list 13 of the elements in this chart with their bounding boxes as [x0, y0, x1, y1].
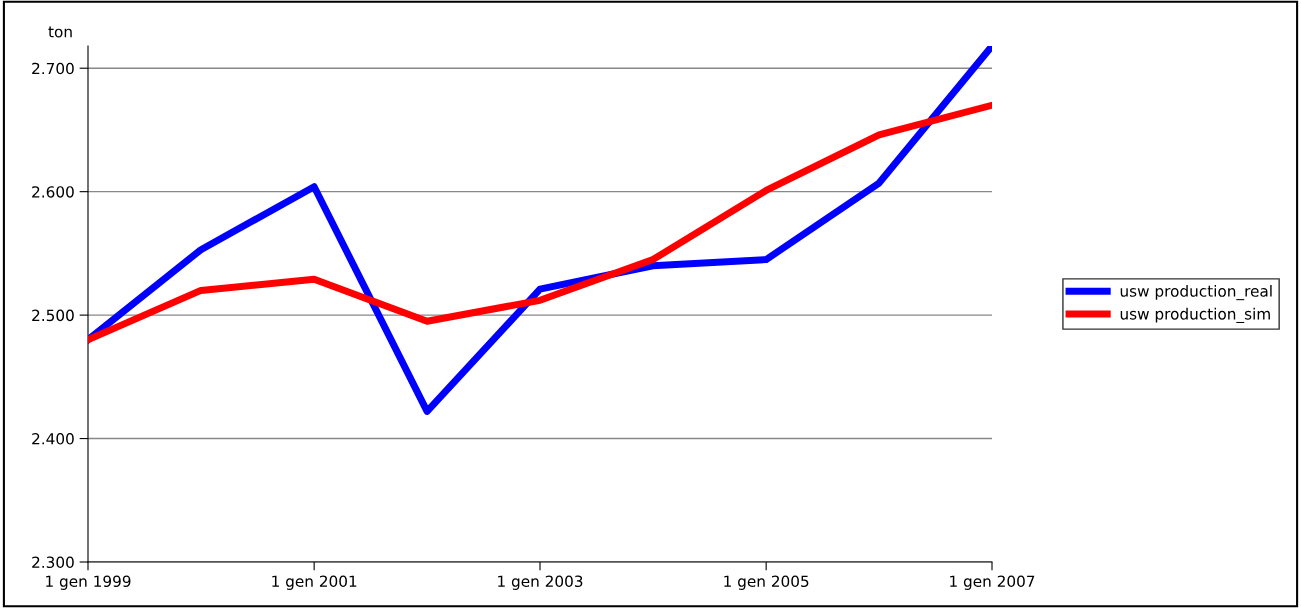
legend-label: usw production_real	[1120, 284, 1272, 301]
y-tick-label: 2.600	[32, 186, 74, 198]
x-tick-label: 1 gen 2005	[724, 575, 809, 590]
y-tick-label: 2.300	[32, 556, 74, 569]
x-tick-label: 1 gen 2001	[272, 575, 357, 590]
x-tick-label: 1 gen 2007	[950, 575, 1035, 590]
x-tick-label: 1 gen 2003	[498, 575, 583, 590]
y-tick-label: 2.500	[32, 309, 74, 322]
y-tick-label: 2.700	[32, 62, 74, 75]
x-tick-label: 1 gen 1999	[46, 575, 131, 590]
legend-label: usw production_sim	[1120, 307, 1270, 324]
y-tick-label: 2.400	[32, 433, 74, 445]
y-axis-title: ton	[48, 26, 72, 38]
